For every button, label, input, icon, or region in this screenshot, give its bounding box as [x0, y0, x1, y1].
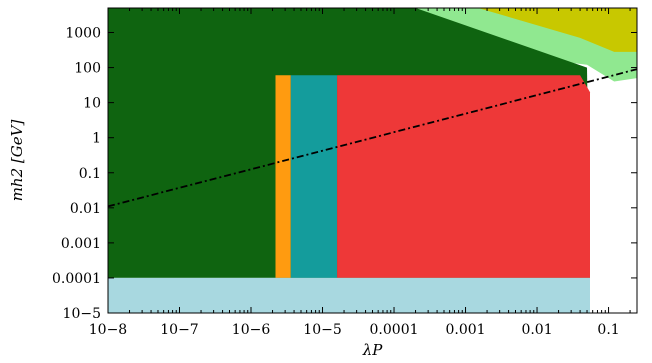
y-tick-label: 0.001: [61, 236, 101, 252]
y-tick-label: 1: [92, 131, 101, 147]
x-tick-label: 10−6: [232, 322, 271, 338]
x-tick-labels: 10−8 10−7 10−6 10−5 0.0001 0.001 0.01 0.1: [89, 322, 620, 338]
y-tick-label: 10: [83, 96, 101, 112]
axis-ticks: [107, 8, 637, 314]
data-regions: [108, 8, 637, 313]
x-axis-label: λP: [362, 341, 384, 359]
dash-dot-line: [108, 68, 637, 208]
x-tick-label: 0.001: [445, 322, 485, 338]
region-0: [108, 8, 637, 82]
y-tick-label: 0.1: [79, 166, 101, 182]
y-tick-label: 0.01: [70, 201, 101, 217]
x-tick-label: 10−8: [89, 322, 127, 338]
x-tick-label: 0.1: [597, 322, 619, 338]
y-tick-label: 1000: [65, 26, 101, 42]
region-5: [337, 75, 590, 278]
y-tick-label: 100: [74, 61, 101, 77]
x-tick-label: 10−5: [303, 322, 341, 338]
region-6: [108, 277, 590, 313]
theory-line-group: [108, 68, 637, 208]
y-tick-label: 0.0001: [52, 271, 101, 287]
y-tick-label: 10−5: [63, 306, 101, 322]
region-3: [275, 75, 291, 278]
x-tick-label: 0.0001: [370, 322, 419, 338]
y-axis-label: mh2 [GeV]: [8, 120, 26, 202]
region-4: [290, 75, 338, 278]
x-tick-label: 0.01: [521, 322, 552, 338]
region-1: [478, 8, 637, 52]
x-tick-label: 10−7: [160, 322, 198, 338]
y-tick-labels: 10−5 0.0001 0.001 0.01 0.1 1 10 100 1000: [52, 26, 101, 322]
